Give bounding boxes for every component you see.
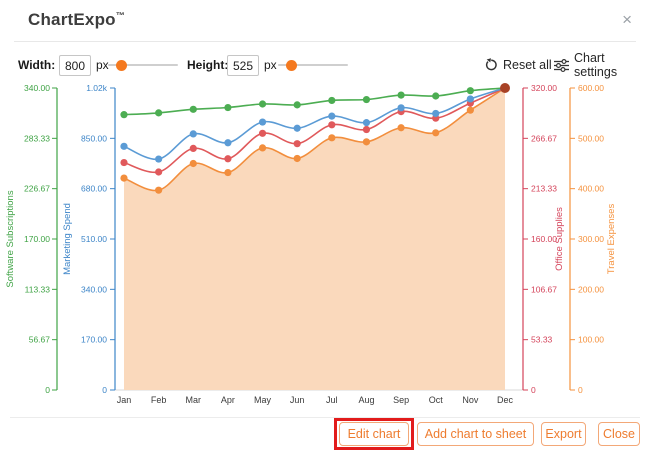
height-slider-track <box>278 64 348 66</box>
svg-text:Jan: Jan <box>117 395 132 405</box>
svg-text:320.00: 320.00 <box>531 83 557 93</box>
svg-text:Software Subscriptions: Software Subscriptions <box>5 190 16 287</box>
chart-settings-label: Chart settings <box>574 51 618 79</box>
svg-text:Oct: Oct <box>429 395 444 405</box>
svg-text:Travel Expenses: Travel Expenses <box>606 204 617 275</box>
export-button[interactable]: Export <box>541 422 586 446</box>
close-icon[interactable]: × <box>622 10 632 29</box>
svg-text:53.33: 53.33 <box>531 335 553 345</box>
edit-chart-highlight <box>334 418 414 450</box>
svg-text:340.00: 340.00 <box>81 284 107 294</box>
svg-text:Office Supplies: Office Supplies <box>554 207 565 271</box>
svg-text:226.67: 226.67 <box>24 184 50 194</box>
svg-text:850.00: 850.00 <box>81 133 107 143</box>
svg-text:283.33: 283.33 <box>24 133 50 143</box>
dialog-title: ChartExpo™ <box>28 10 125 29</box>
sliders-icon <box>554 58 569 72</box>
svg-text:Feb: Feb <box>151 395 167 405</box>
svg-text:213.33: 213.33 <box>531 184 557 194</box>
svg-text:May: May <box>254 395 272 405</box>
svg-text:Dec: Dec <box>497 395 514 405</box>
header-divider <box>14 41 636 42</box>
svg-text:266.67: 266.67 <box>531 133 557 143</box>
svg-text:106.67: 106.67 <box>531 284 557 294</box>
svg-text:340.00: 340.00 <box>24 83 50 93</box>
svg-text:113.33: 113.33 <box>25 284 51 294</box>
height-unit: px <box>264 58 277 72</box>
width-unit: px <box>96 58 109 72</box>
undo-arrow-icon <box>484 58 498 72</box>
svg-text:Apr: Apr <box>221 395 235 405</box>
svg-text:170.00: 170.00 <box>24 234 50 244</box>
width-slider-track <box>108 64 178 66</box>
svg-text:0: 0 <box>578 385 583 395</box>
svg-text:200.00: 200.00 <box>578 284 604 294</box>
height-label: Height: <box>187 58 229 72</box>
footer-divider <box>10 417 640 418</box>
svg-text:170.00: 170.00 <box>81 335 107 345</box>
reset-all-button[interactable]: Reset all <box>484 55 552 75</box>
height-slider-handle[interactable] <box>286 60 297 71</box>
svg-text:400.00: 400.00 <box>578 184 604 194</box>
svg-text:300.00: 300.00 <box>578 234 604 244</box>
svg-text:510.00: 510.00 <box>81 234 107 244</box>
svg-text:0: 0 <box>531 385 536 395</box>
svg-text:Aug: Aug <box>358 395 374 405</box>
trademark-symbol: ™ <box>115 10 125 21</box>
svg-text:56.67: 56.67 <box>29 335 51 345</box>
svg-text:680.00: 680.00 <box>81 184 107 194</box>
svg-text:100.00: 100.00 <box>578 335 604 345</box>
width-input[interactable] <box>59 55 91 76</box>
width-slider-handle[interactable] <box>116 60 127 71</box>
chart-canvas: 340.00 283.33 226.67 170.00 113.33 56.67 0 Soft… <box>5 83 617 405</box>
svg-text:1.02k: 1.02k <box>86 83 108 93</box>
chart-settings-button[interactable]: Chart settings <box>554 51 650 79</box>
svg-text:Nov: Nov <box>462 395 479 405</box>
svg-text:Jun: Jun <box>290 395 305 405</box>
reset-all-label: Reset all <box>503 58 552 72</box>
svg-text:Marketing Spend: Marketing Spend <box>62 203 73 275</box>
width-label: Width: <box>18 58 56 72</box>
svg-text:0: 0 <box>45 385 50 395</box>
svg-text:160.00: 160.00 <box>531 234 557 244</box>
svg-text:600.00: 600.00 <box>578 83 604 93</box>
svg-text:Jul: Jul <box>326 395 338 405</box>
svg-text:Sep: Sep <box>393 395 409 405</box>
svg-text:Mar: Mar <box>186 395 202 405</box>
edit-chart-button[interactable]: Edit chart <box>339 422 409 446</box>
add-chart-to-sheet-button[interactable]: Add chart to sheet <box>417 422 534 446</box>
close-button[interactable]: Close <box>598 422 640 446</box>
svg-text:0: 0 <box>102 385 107 395</box>
height-input[interactable] <box>227 55 259 76</box>
svg-text:500.00: 500.00 <box>578 133 604 143</box>
